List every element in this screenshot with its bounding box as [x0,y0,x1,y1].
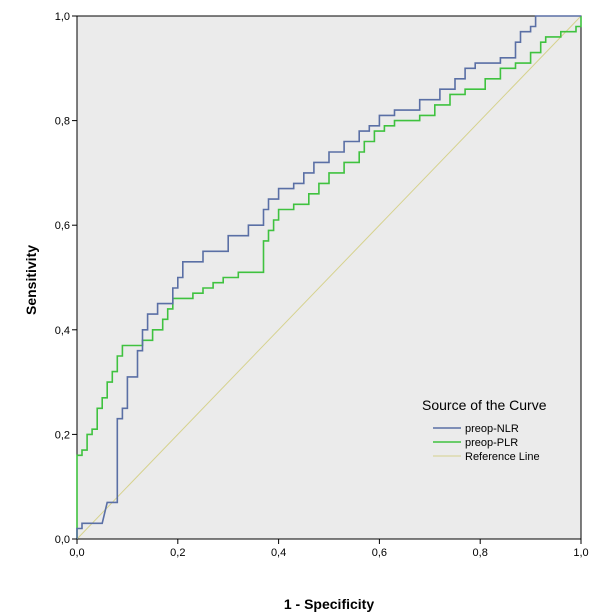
legend-entry-label: preop-NLR [465,423,519,435]
y-tick-label: 0,6 [55,220,70,232]
x-tick-label: 1,0 [573,547,588,559]
y-tick-label: 0,0 [55,534,70,546]
legend-title: Source of the Curve [422,397,547,413]
y-tick-label: 1,0 [55,11,70,23]
series-line-reference-line [76,15,582,540]
y-tick-label: 0,4 [55,325,70,337]
x-tick-label: 0,8 [473,547,488,559]
series-line-preop-nlr [76,15,581,539]
x-tick-label: 0,0 [69,547,84,559]
legend-entry-label: Reference Line [465,451,540,463]
series-line-preop-plr [76,16,582,539]
x-tick-label: 0,6 [372,547,387,559]
y-tick-label: 0,2 [55,429,70,441]
x-axis-title: 1 - Specificity [284,596,374,612]
x-tick-label: 0,4 [271,547,286,559]
y-axis-title: Sensitivity [23,245,39,315]
legend: Source of the Curve preop-NLR preop-PLR Re… [422,397,547,463]
x-tick-label: 0,2 [170,547,185,559]
legend-entry-label: preop-PLR [465,437,518,449]
y-tick-label: 0,8 [55,116,70,128]
